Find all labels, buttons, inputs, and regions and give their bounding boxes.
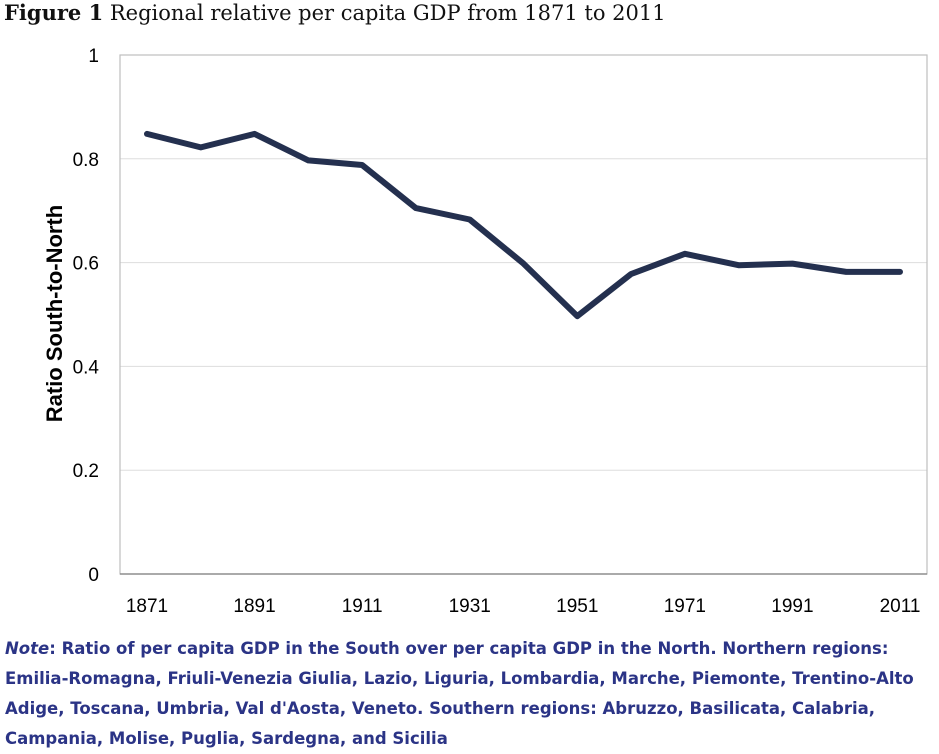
figure-label: Figure 1 bbox=[4, 0, 104, 25]
x-tick-label: 2011 bbox=[880, 596, 921, 617]
data-point bbox=[845, 271, 847, 273]
x-tick-labels: 1871 1891 1911 1931 1951 1971 1991 2011 bbox=[126, 596, 921, 617]
data-point bbox=[415, 207, 417, 209]
y-tick-label: 0.8 bbox=[73, 150, 99, 171]
data-point bbox=[523, 263, 524, 265]
data-point bbox=[738, 264, 740, 266]
data-point bbox=[791, 263, 793, 265]
figure-note: Note: Ratio of per capita GDP in the Sou… bbox=[5, 634, 935, 754]
data-point bbox=[469, 219, 471, 221]
line-chart: 00.20.40.60.81 1871 1891 1911 1931 1951 1971 1… bbox=[42, 46, 928, 617]
data-point bbox=[146, 133, 148, 135]
series-line bbox=[144, 130, 903, 320]
data-point bbox=[899, 271, 901, 273]
series-layer bbox=[144, 130, 903, 320]
data-point bbox=[307, 159, 309, 161]
figure-title-text: Regional relative per capita GDP from 18… bbox=[109, 1, 666, 25]
data-point bbox=[576, 315, 578, 317]
y-tick-label: 0.4 bbox=[73, 357, 100, 378]
x-tick-label: 1931 bbox=[449, 596, 491, 617]
y-axis-label: Ratio South-to-North bbox=[42, 205, 67, 423]
gridlines bbox=[120, 158, 927, 471]
x-tick-label: 1871 bbox=[126, 596, 168, 617]
x-tick-label: 1991 bbox=[771, 596, 813, 617]
x-tick-label: 1911 bbox=[342, 596, 383, 617]
plot-frame bbox=[119, 54, 928, 575]
data-point bbox=[200, 146, 202, 148]
figure-title: Figure 1 Regional relative per capita GD… bbox=[4, 0, 666, 26]
x-tick-label: 1951 bbox=[556, 596, 598, 617]
x-tick-label: 1891 bbox=[233, 596, 275, 617]
data-point bbox=[684, 253, 686, 255]
y-tick-label: 1 bbox=[88, 46, 99, 67]
data-point bbox=[630, 273, 632, 275]
note-label: Note bbox=[5, 639, 50, 658]
note-text: : Ratio of per capita GDP in the South o… bbox=[5, 639, 914, 748]
x-tick-label: 1971 bbox=[664, 596, 706, 617]
y-tick-labels: 0 0.2 0.4 0.6 0.8 1 bbox=[73, 46, 100, 586]
data-point bbox=[361, 164, 363, 166]
y-tick-label: 0.2 bbox=[73, 461, 99, 482]
y-tick-label: 0.6 bbox=[73, 254, 99, 275]
data-point bbox=[254, 133, 256, 135]
y-tick-label: 0 bbox=[88, 565, 99, 586]
